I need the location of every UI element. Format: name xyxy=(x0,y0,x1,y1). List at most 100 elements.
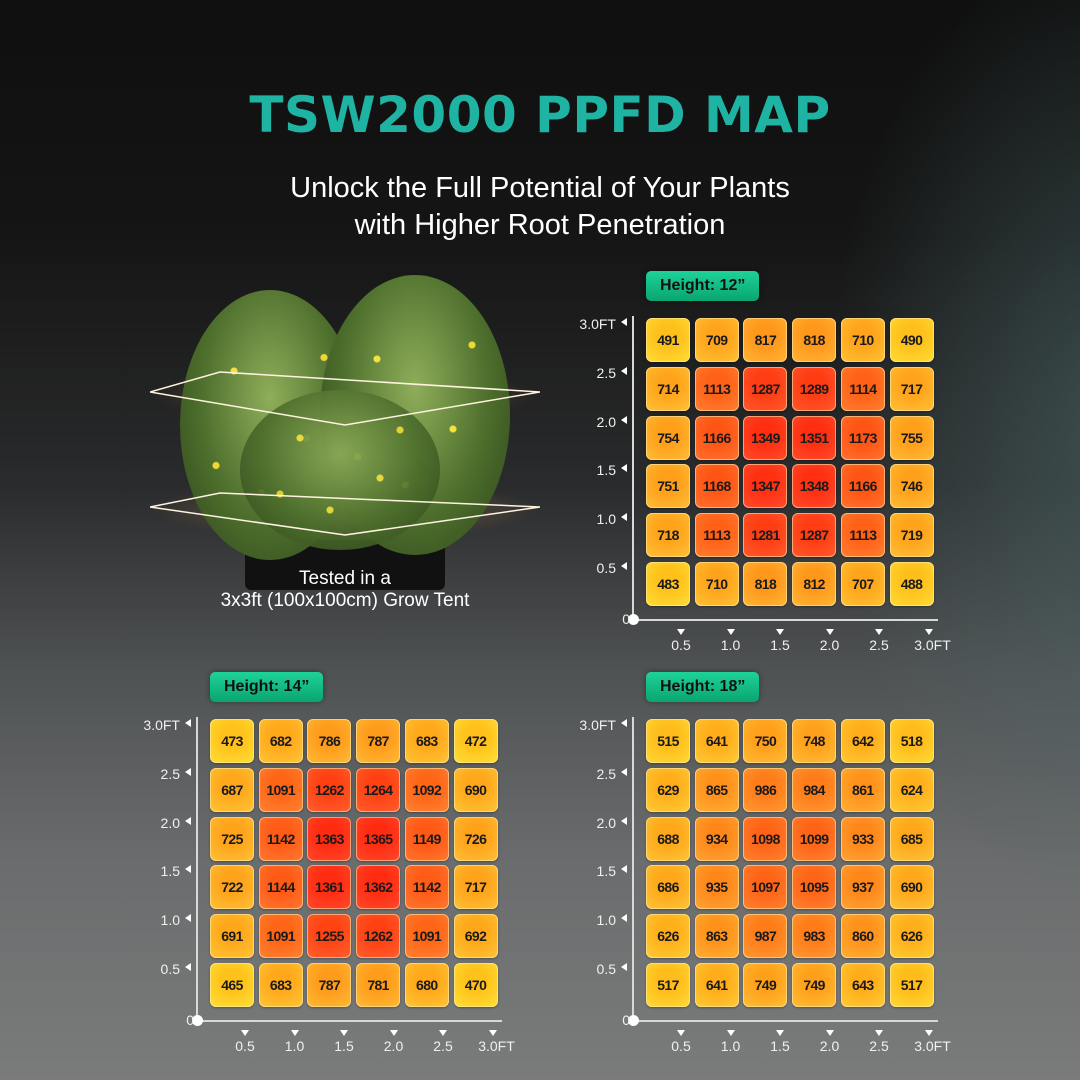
y-axis-label: 0.5 xyxy=(596,560,616,576)
ppfd-cell: 751 xyxy=(646,464,690,509)
y-axis-label: 2.5 xyxy=(596,364,616,381)
ppfd-cell: 1166 xyxy=(694,415,739,460)
ppfd-cell: 755 xyxy=(889,415,934,460)
ppfd-cell: 1166 xyxy=(840,464,885,509)
y-axis-label: 0 xyxy=(622,610,630,627)
ppfd-cell: 1091 xyxy=(404,914,449,959)
canopy-plane-bottom-icon xyxy=(150,492,540,536)
y-axis-label: 0.5 xyxy=(160,961,180,977)
ppfd-cell: 688 xyxy=(646,816,690,861)
y-axis-label: 0.5 xyxy=(596,961,616,977)
x-axis-label: 2.0 xyxy=(383,1037,404,1054)
ppfd-cell: 1142 xyxy=(258,816,303,861)
x-axis-line xyxy=(632,1019,939,1022)
origin-dot-icon xyxy=(627,1015,639,1027)
y-tick-icon xyxy=(621,767,627,776)
ppfd-cell: 686 xyxy=(646,865,690,910)
ppfd-cell: 937 xyxy=(840,865,885,910)
page-title: TSW2000 PPFD MAP xyxy=(249,86,831,144)
ppfd-cell: 987 xyxy=(743,914,788,959)
ppfd-cell: 860 xyxy=(840,914,885,959)
ppfd-cell: 746 xyxy=(889,464,934,509)
y-tick-icon xyxy=(621,513,627,522)
ppfd-cell: 717 xyxy=(889,366,934,411)
ppfd-cell: 1097 xyxy=(743,865,788,910)
ppfd-cell: 787 xyxy=(356,719,401,763)
y-tick-icon xyxy=(621,719,627,727)
x-tick-icon xyxy=(677,628,685,635)
ppfd-cell: 692 xyxy=(453,914,498,959)
ppfd-cell: 626 xyxy=(889,914,934,959)
x-tick-icon xyxy=(677,1029,685,1036)
y-axis-label: 1.5 xyxy=(160,863,180,880)
ppfd-cell: 691 xyxy=(210,914,254,959)
canopy-plane-top-icon xyxy=(150,371,540,426)
ppfd-cell: 683 xyxy=(404,719,449,763)
y-tick-icon xyxy=(621,865,627,874)
x-axis-line xyxy=(632,618,939,621)
x-tick-icon xyxy=(488,1029,497,1036)
y-axis-label: 1.0 xyxy=(596,912,616,929)
ppfd-cell: 718 xyxy=(646,513,690,558)
ppfd-cell: 1168 xyxy=(694,464,739,509)
y-axis-line xyxy=(632,316,634,619)
ppfd-cell: 629 xyxy=(646,767,690,812)
ppfd-cell: 1362 xyxy=(356,865,401,910)
ppfd-cell: 683 xyxy=(258,963,303,1007)
y-axis-line xyxy=(632,717,634,1020)
height-badge: Height: 12” xyxy=(646,271,760,301)
height-badge: Height: 18” xyxy=(646,672,760,702)
x-axis-label: 1.0 xyxy=(720,636,741,653)
ppfd-cell: 863 xyxy=(694,914,739,959)
ppfd-cell: 818 xyxy=(743,562,788,606)
ppfd-cell: 787 xyxy=(307,963,352,1007)
ppfd-cell: 1348 xyxy=(792,464,837,509)
x-tick-icon xyxy=(924,628,933,635)
ppfd-cell: 1262 xyxy=(356,914,401,959)
origin-dot-icon xyxy=(627,614,639,626)
y-axis-label: 0 xyxy=(186,1011,194,1028)
ppfd-cell: 682 xyxy=(258,719,303,763)
ppfd-cell: 685 xyxy=(889,816,934,861)
x-axis-label: 1.0 xyxy=(720,1037,741,1054)
ppfd-cell: 472 xyxy=(453,719,498,763)
caption-line-1: Tested in a xyxy=(299,568,391,589)
y-tick-icon xyxy=(621,562,627,570)
ppfd-cell: 624 xyxy=(889,767,934,812)
ppfd-cell: 865 xyxy=(694,767,739,812)
ppfd-cell: 517 xyxy=(646,963,690,1007)
height-badge: Height: 14” xyxy=(210,672,324,702)
ppfd-cell: 817 xyxy=(743,318,788,362)
ppfd-cell: 643 xyxy=(840,963,885,1007)
ppfd-cell: 470 xyxy=(453,963,498,1007)
x-tick-icon xyxy=(776,628,784,635)
ppfd-cell: 812 xyxy=(792,562,837,606)
plant-illustration xyxy=(150,270,540,590)
x-axis-label: 2.0 xyxy=(819,636,840,653)
ppfd-cell: 717 xyxy=(453,865,498,910)
ppfd-cell: 1287 xyxy=(792,513,837,558)
ppfd-cell: 749 xyxy=(743,963,788,1007)
ppfd-cell: 719 xyxy=(889,513,934,558)
subtitle-line-1: Unlock the Full Potential of Your Plants xyxy=(290,172,790,204)
ppfd-cell: 986 xyxy=(743,767,788,812)
x-axis-label: 2.5 xyxy=(433,1037,453,1054)
x-tick-icon xyxy=(825,1029,834,1036)
y-axis-label: 3.0FT xyxy=(579,316,616,332)
ppfd-cell: 750 xyxy=(743,719,788,763)
ppfd-cell: 1091 xyxy=(258,914,303,959)
ppfd-cell: 781 xyxy=(356,963,401,1007)
y-tick-icon xyxy=(621,963,627,971)
y-axis-label: 2.5 xyxy=(596,765,616,782)
y-axis-label: 1.0 xyxy=(160,912,180,929)
ppfd-cell: 1361 xyxy=(307,865,352,910)
y-axis-line xyxy=(196,717,198,1020)
ppfd-cell: 1113 xyxy=(694,366,739,411)
y-tick-icon xyxy=(185,865,191,874)
y-axis-label: 1.5 xyxy=(596,462,616,479)
ppfd-cell: 709 xyxy=(694,318,739,362)
x-axis-label: 2.0 xyxy=(819,1037,840,1054)
